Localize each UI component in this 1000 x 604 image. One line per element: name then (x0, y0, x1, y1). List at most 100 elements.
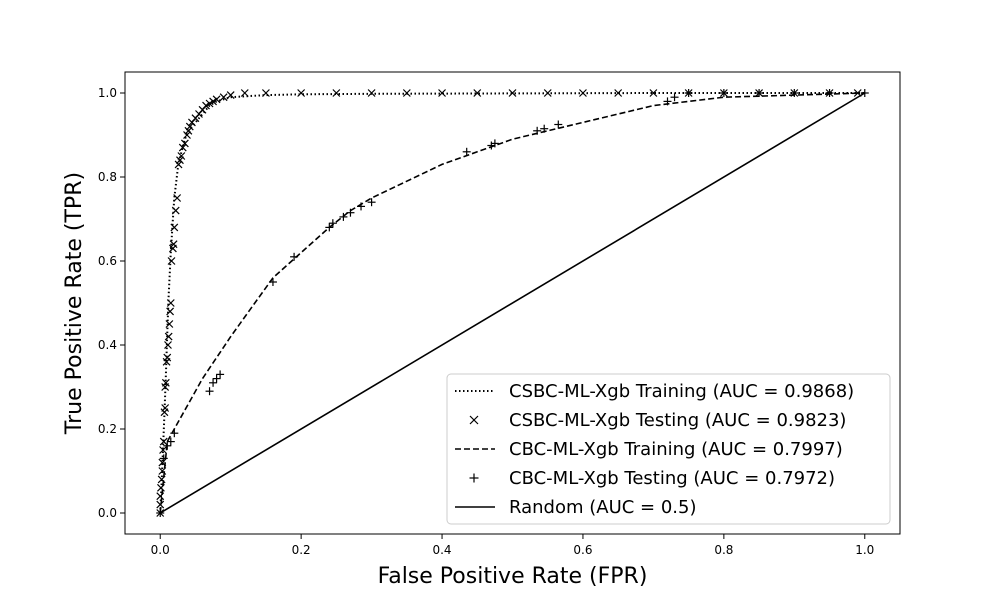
x-marker-stroke (161, 378, 170, 387)
x-marker-stroke (367, 89, 376, 97)
x-marker-stroke (402, 89, 411, 97)
csbc-testing-point (170, 223, 179, 232)
x-marker-stroke (158, 467, 167, 475)
x-marker-stroke (185, 122, 194, 131)
marks-layer (156, 89, 869, 517)
csbc-testing-point (167, 257, 176, 265)
x-marker-stroke (174, 160, 183, 169)
csbc-testing-point (166, 307, 175, 316)
y-tick-label: 0.0 (98, 506, 117, 520)
x-marker-stroke (226, 91, 235, 100)
cbc-testing-point (357, 202, 366, 211)
x-marker-stroke (176, 156, 184, 165)
x-axis-label: False Positive Rate (FPR) (378, 564, 648, 589)
cbc-testing-point (533, 126, 542, 135)
x-marker-stroke (209, 97, 217, 106)
x-marker-stroke (543, 89, 552, 97)
csbc-testing-point (161, 378, 170, 387)
csbc-testing-point (226, 91, 235, 100)
legend-box (446, 373, 891, 525)
csbc-testing-point (579, 89, 587, 97)
x-marker-stroke (169, 240, 178, 249)
csbc-testing-point (164, 341, 172, 349)
legend-label: CSBC-ML-Xgb Testing (AUC = 0.9823) (509, 410, 846, 431)
csbc-testing-point (508, 89, 517, 97)
x-marker-stroke (261, 89, 270, 97)
cbc-testing-point (540, 124, 549, 133)
cbc-testing-point (170, 429, 179, 438)
cbc-testing-point (346, 208, 355, 217)
cbc-testing-point (825, 89, 834, 97)
cbc-testing-point (684, 89, 693, 97)
csbc-testing-point (176, 156, 184, 165)
csbc-testing-point (185, 122, 194, 131)
legend-label: CBC-ML-Xgb Testing (AUC = 0.7972) (509, 468, 835, 489)
cbc-testing-point (209, 378, 218, 387)
csbc-testing-point (614, 89, 623, 97)
legend-swatch-x-marker (469, 415, 479, 425)
x-tick-label: 1.0 (855, 543, 874, 557)
csbc-testing-point (169, 240, 178, 249)
csbc-testing-point (165, 320, 174, 328)
legend-items: CSBC-ML-Xgb Training (AUC = 0.9868) CSBC-… (455, 381, 854, 518)
x-marker-stroke (177, 152, 186, 160)
csbc-testing-point (183, 131, 191, 139)
csbc-testing-point (171, 206, 180, 215)
x-tick-label: 0.6 (573, 543, 592, 557)
csbc-testing-point (178, 143, 187, 152)
csbc-testing-point (159, 437, 168, 446)
x-marker-stroke (159, 437, 168, 446)
x-marker-stroke (614, 89, 623, 97)
x-marker-stroke (178, 143, 187, 152)
x-marker-stroke (156, 500, 165, 509)
x-marker-stroke (159, 446, 167, 454)
legend: CSBC-ML-Xgb Training (AUC = 0.9868) CSBC-… (446, 373, 891, 525)
csbc-testing-point (367, 89, 376, 97)
cbc-testing-point (663, 97, 672, 106)
x-tick-label: 0.8 (714, 543, 733, 557)
ticks-layer: 0.0 0.2 0.4 0.6 0.8 1.0 0.0 0.2 0.4 0.6 0.8 1.0 (98, 86, 874, 557)
csbc-testing-point (212, 95, 221, 104)
series-line-random (159, 92, 866, 514)
cbc-testing-point (268, 278, 277, 286)
plot-frame (124, 71, 901, 535)
legend-swatch-plus-marker (469, 473, 479, 483)
cbc-testing-point (490, 139, 499, 148)
cbc-testing-point (790, 89, 799, 97)
x-marker-stroke (166, 299, 175, 307)
x-marker-stroke (158, 458, 167, 467)
x-tick-label: 0.4 (432, 543, 451, 557)
csbc-testing-point (402, 89, 411, 97)
csbc-testing-point (543, 89, 552, 97)
csbc-testing-point (297, 89, 306, 97)
x-marker-stroke (173, 194, 182, 202)
csbc-testing-point (156, 500, 165, 509)
csbc-testing-point (174, 160, 183, 169)
csbc-testing-point (164, 332, 173, 341)
x-marker-stroke (649, 89, 658, 97)
cbc-testing-point (755, 89, 764, 97)
csbc-testing-point (240, 89, 249, 97)
cbc-testing-point (487, 141, 496, 150)
csbc-testing-point (473, 89, 482, 97)
csbc-testing-point (177, 152, 186, 160)
csbc-testing-point (161, 404, 170, 412)
cbc-testing-point (670, 93, 679, 102)
x-marker-stroke (469, 415, 479, 425)
x-marker-stroke (165, 320, 174, 328)
y-tick-label: 0.2 (98, 422, 117, 436)
csbc-testing-point (209, 97, 217, 106)
x-marker-stroke (164, 332, 173, 341)
csbc-testing-point (205, 99, 214, 108)
x-marker-stroke (579, 89, 587, 97)
csbc-testing-point (163, 353, 172, 362)
csbc-testing-point (438, 89, 446, 97)
x-marker-stroke (240, 89, 249, 97)
y-tick-label: 0.4 (98, 338, 117, 352)
x-marker-stroke (163, 353, 172, 362)
x-marker-stroke (166, 307, 175, 316)
x-marker-stroke (180, 139, 189, 148)
x-marker-stroke (508, 89, 517, 97)
